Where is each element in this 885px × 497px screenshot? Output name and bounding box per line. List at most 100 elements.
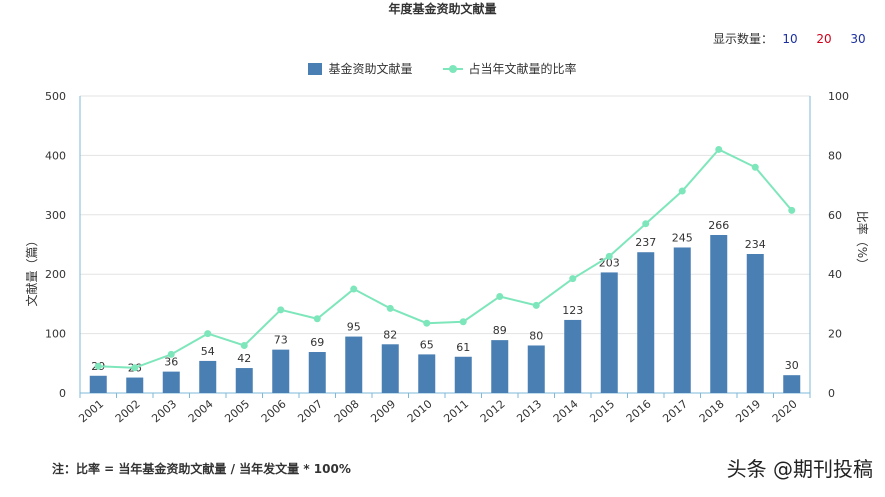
x-tick-label: 2001 [76, 397, 106, 425]
bar [308, 352, 326, 393]
bar [637, 252, 655, 393]
ratio-point [642, 220, 650, 228]
bar-value-label: 65 [420, 338, 434, 351]
ratio-point [569, 275, 577, 283]
y-right-tick-label: 20 [828, 328, 842, 341]
bar [673, 247, 691, 393]
bar [381, 344, 399, 393]
y-left-tick-label: 0 [59, 387, 66, 400]
bar-value-label: 73 [274, 334, 288, 347]
bar [600, 272, 618, 393]
x-tick-label: 2016 [624, 397, 654, 425]
x-tick-label: 2018 [697, 397, 727, 425]
x-tick-label: 2010 [405, 397, 435, 425]
chart-legend: 基金资助文献量 占当年文献量的比率 [0, 60, 885, 77]
legend-item-bar[interactable]: 基金资助文献量 [308, 60, 413, 77]
legend-line-label: 占当年文献量的比率 [468, 62, 577, 76]
y-right-tick-label: 40 [828, 268, 842, 281]
bar-value-label: 245 [672, 231, 693, 244]
chart-title: 年度基金资助文献量 [388, 2, 497, 16]
bar-value-label: 69 [310, 336, 324, 349]
bar [527, 345, 545, 393]
y-left-tick-label: 500 [45, 90, 66, 103]
show-count-option-20[interactable]: 20 [816, 31, 832, 46]
show-count-control: 显示数量： 10 20 30 [713, 30, 875, 47]
bar [126, 377, 144, 393]
x-tick-label: 2017 [660, 397, 690, 425]
legend-line-swatch [442, 63, 463, 75]
legend-item-line[interactable]: 占当年文献量的比率 [442, 60, 577, 77]
x-tick-label: 2013 [514, 397, 544, 425]
bar-value-label: 266 [708, 219, 729, 232]
y-right-tick-label: 0 [828, 387, 835, 400]
chart-footnote: 注：比率 = 当年基金资助文献量 / 当年发文量 * 100% [52, 462, 351, 476]
bar [162, 371, 180, 393]
bar [783, 375, 801, 393]
ratio-point [386, 304, 394, 312]
x-tick-label: 2003 [149, 397, 179, 425]
y-right-tick-label: 100 [828, 90, 849, 103]
x-tick-label: 2014 [551, 397, 581, 425]
y-left-tick-label: 300 [45, 209, 66, 222]
bar [272, 349, 290, 393]
ratio-point [240, 341, 248, 349]
x-tick-label: 2015 [587, 397, 617, 425]
show-count-option-30[interactable]: 30 [850, 31, 866, 46]
ratio-point [605, 252, 613, 260]
bar-value-label: 82 [383, 328, 397, 341]
ratio-point [496, 292, 504, 300]
ratio-point [678, 187, 686, 195]
bar-value-label: 42 [237, 352, 251, 365]
bar [345, 336, 363, 393]
bar-value-label: 89 [493, 324, 507, 337]
show-count-option-10[interactable]: 10 [782, 31, 798, 46]
bar-value-label: 30 [785, 359, 799, 372]
x-tick-label: 2005 [222, 397, 252, 425]
ratio-point [277, 306, 285, 314]
bar-value-label: 80 [529, 329, 543, 342]
ratio-point [788, 206, 796, 214]
ratio-point [167, 350, 175, 358]
bar-value-label: 36 [164, 356, 178, 369]
x-tick-label: 2007 [295, 397, 325, 425]
bar [454, 356, 472, 393]
ratio-point [423, 319, 431, 327]
x-tick-label: 2019 [733, 397, 763, 425]
bar [199, 360, 217, 393]
bar [564, 319, 582, 393]
watermark: 头条 @期刊投稿 [726, 457, 873, 481]
bar [235, 368, 253, 393]
bar-value-label: 95 [347, 321, 361, 334]
y-left-tick-label: 100 [45, 328, 66, 341]
x-tick-label: 2002 [113, 397, 143, 425]
bar-value-label: 123 [562, 304, 583, 317]
ratio-point [313, 315, 321, 323]
y-left-axis-title: 文献量（篇） [24, 234, 39, 306]
show-count-label: 显示数量： [712, 32, 773, 46]
bar-value-label: 61 [456, 341, 470, 354]
bar [746, 254, 764, 393]
y-right-tick-label: 80 [828, 149, 842, 162]
bar-value-label: 237 [635, 236, 656, 249]
ratio-point [459, 318, 467, 326]
bar [710, 234, 728, 393]
x-tick-label: 2011 [441, 397, 471, 425]
y-right-axis-title: 比率（%） [855, 211, 870, 270]
ratio-point [131, 364, 139, 372]
ratio-point [715, 145, 723, 153]
x-tick-label: 2012 [478, 397, 508, 425]
bar [418, 354, 436, 393]
bar-value-label: 54 [201, 345, 215, 358]
x-tick-label: 2009 [368, 397, 398, 425]
x-tick-label: 2020 [770, 397, 800, 425]
x-tick-label: 2006 [259, 397, 289, 425]
ratio-line [98, 148, 793, 369]
x-tick-label: 2008 [332, 397, 362, 425]
ratio-point [94, 362, 102, 370]
y-right-tick-label: 60 [828, 209, 842, 222]
ratio-point [350, 285, 358, 293]
ratio-point [751, 163, 759, 171]
bar [89, 375, 107, 393]
legend-bar-label: 基金资助文献量 [328, 62, 413, 76]
